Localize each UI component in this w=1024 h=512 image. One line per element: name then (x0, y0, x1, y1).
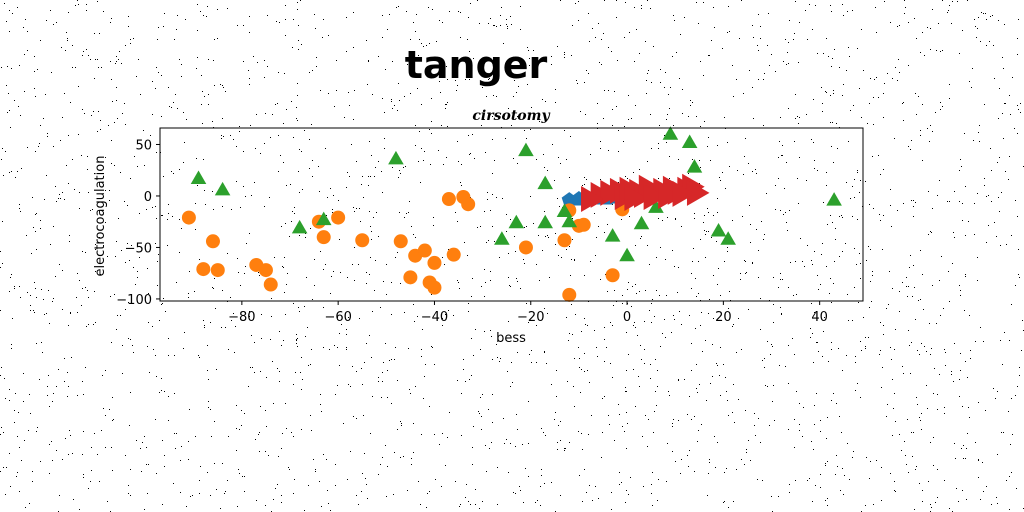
series-2-point-23 (518, 240, 533, 255)
series-4-point-18 (643, 184, 667, 210)
series-3-point-22 (826, 192, 842, 206)
x-tick-label-5: 0 (623, 310, 631, 325)
y-tick-label-3: 0 (144, 190, 152, 205)
series-2-point-27 (576, 217, 591, 232)
series-2-point-7 (263, 277, 278, 292)
series-3-point-17 (662, 126, 679, 140)
series-3-point-10 (537, 214, 553, 229)
series-2-point-12 (393, 234, 408, 249)
series-2-point-1 (181, 210, 196, 225)
series-3-point-8 (518, 142, 534, 157)
series-3-point-21 (720, 231, 736, 245)
series-3-point-6 (494, 231, 510, 245)
y-tick-label-2: −50 (125, 241, 152, 256)
series-3-point-18 (681, 134, 698, 148)
series-2-point-28 (605, 268, 620, 283)
x-axis-label: bess (496, 331, 526, 346)
x-tick-label-1: −80 (228, 310, 255, 325)
series-4-point-19 (658, 182, 681, 209)
series-3-point-12 (561, 213, 578, 228)
x-tick-label-3: −40 (421, 310, 448, 325)
x-tick-label-7: 40 (811, 310, 828, 325)
y-tick-label-1: −100 (116, 293, 152, 308)
series-2-point-3 (196, 262, 211, 277)
series-2-point-11 (355, 233, 370, 248)
series-2-point-4 (210, 263, 225, 278)
plot-marks (181, 126, 842, 302)
series-3-point-14 (619, 247, 635, 262)
y-axis: −100 −50 0 50 (116, 138, 160, 308)
series-2-point-25 (562, 287, 577, 302)
series-2-point-6 (258, 263, 273, 278)
series-4-point-17 (624, 185, 647, 212)
series-3-point-11 (556, 203, 573, 217)
series-4-point-15 (686, 179, 710, 206)
series-2-point-17 (427, 280, 442, 295)
series-3-point-4 (315, 211, 332, 226)
series-3-point-19 (686, 159, 703, 173)
series-2-point-2 (205, 234, 220, 249)
series-2-point-24 (557, 233, 572, 248)
chart-title: cirsotomy (472, 108, 550, 124)
series-2-point-15 (417, 243, 432, 258)
series-2-point-20 (446, 247, 461, 262)
series-4-point-20 (672, 180, 696, 207)
series-2-point-10 (331, 210, 346, 225)
series-2-point-13 (403, 270, 418, 285)
series-2-point-9 (316, 230, 331, 245)
x-axis: −80 −60 −40 −20 0 20 40 (228, 301, 828, 325)
x-tick-label-2: −60 (324, 310, 351, 325)
series-3-point-13 (604, 228, 621, 242)
series-3-point-5 (388, 150, 404, 165)
series-2-point-22 (461, 197, 476, 212)
series-3-point-2 (214, 181, 231, 196)
series-2-point-19 (441, 192, 456, 207)
plot-frame (159, 127, 864, 302)
x-tick-label-4: −20 (517, 310, 544, 325)
series-2-point-18 (427, 255, 442, 270)
series-3-point-3 (291, 219, 308, 234)
series-4-point-16 (581, 186, 604, 213)
series-3-point-1 (190, 170, 207, 184)
series-3-point-16 (648, 199, 664, 213)
series-3-point-7 (508, 214, 525, 229)
series-3-point-15 (633, 215, 650, 230)
chart-suptitle: tanger (405, 43, 548, 87)
y-tick-label-4: 50 (135, 138, 152, 153)
x-tick-label-6: 20 (715, 310, 732, 325)
series-3-point-9 (537, 175, 553, 190)
y-axis-label: electrocoagulation (93, 156, 108, 277)
series-3-point-20 (710, 223, 727, 237)
